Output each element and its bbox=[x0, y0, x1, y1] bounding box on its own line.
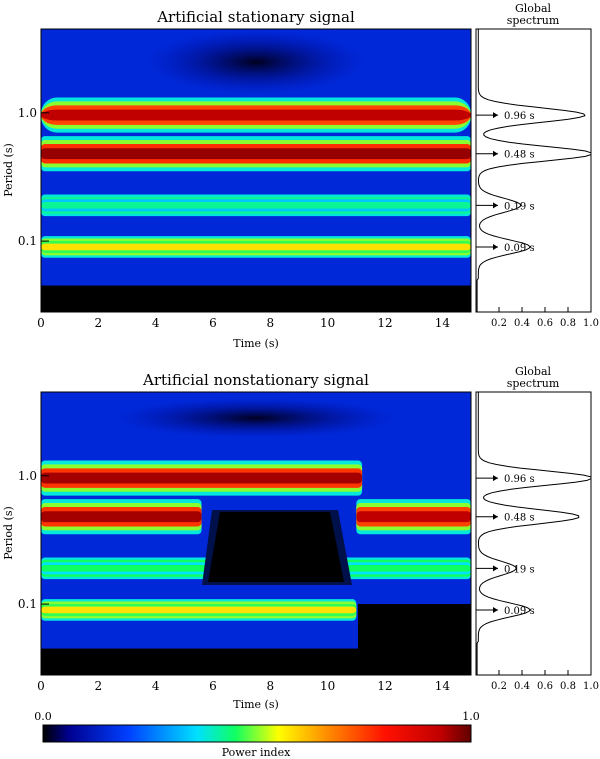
spectrum-top-xticks: 0.2 0.4 0.6 0.8 1.0 bbox=[491, 307, 599, 329]
band-0.48s-1 bbox=[41, 499, 202, 535]
x-tick-label: 1.0 bbox=[583, 681, 599, 692]
y-tick-label: 0.1 bbox=[18, 234, 37, 248]
spectrum-bottom-xticks: 0.2 0.4 0.6 0.8 1.0 bbox=[491, 670, 599, 692]
heatmap-top-frame bbox=[40, 28, 472, 313]
heatmap-bottom-title: Artificial nonstationary signal bbox=[142, 371, 369, 389]
band-0.48s-2 bbox=[356, 499, 471, 535]
x-tick-label: 10 bbox=[320, 679, 335, 693]
x-tick-label: 8 bbox=[267, 679, 275, 693]
peak-label: 0.19 s bbox=[504, 564, 535, 575]
heatmap-bottom-ylabel: Period (s) bbox=[2, 506, 15, 560]
spectrum-bottom-peaks: 0.96 s 0.48 s 0.19 s 0.09 s bbox=[476, 474, 535, 617]
peak-marker: 0.19 s bbox=[476, 201, 535, 212]
spectrum-top: Global spectrum 0.96 s 0.48 s 0.19 s 0.09 s… bbox=[475, 2, 599, 329]
x-tick-label: 14 bbox=[435, 316, 451, 330]
heatmap-top-title: Artificial stationary signal bbox=[156, 8, 355, 26]
spectrum-top-frame bbox=[475, 28, 592, 313]
peak-label: 0.48 s bbox=[504, 513, 535, 524]
heatmap-bottom-dark-region bbox=[202, 510, 471, 675]
spectrum-top-title-line2: spectrum bbox=[507, 14, 560, 27]
x-tick-label: 4 bbox=[152, 316, 160, 330]
x-tick-label: 12 bbox=[377, 316, 392, 330]
y-tick-label: 1.0 bbox=[18, 106, 37, 120]
x-tick-label: 0.8 bbox=[560, 681, 576, 692]
x-tick-label: 4 bbox=[152, 679, 160, 693]
spectrum-bottom-title-line2: spectrum bbox=[507, 377, 560, 390]
colorbar-min-label: 0.0 bbox=[34, 710, 52, 723]
spectrum-top-peaks: 0.96 s 0.48 s 0.19 s 0.09 s bbox=[476, 111, 535, 254]
x-tick-label: 0.6 bbox=[537, 681, 553, 692]
x-tick-label: 14 bbox=[435, 679, 451, 693]
colorbar: 0.0 1.0 Power index bbox=[34, 710, 480, 759]
peak-marker: 0.48 s bbox=[476, 150, 535, 161]
peak-label: 0.19 s bbox=[504, 201, 535, 212]
heatmap-bottom-xticks: 0 2 4 6 8 10 12 14 bbox=[37, 669, 450, 693]
colorbar-label: Power index bbox=[222, 746, 291, 759]
peak-label: 0.09 s bbox=[504, 606, 535, 617]
spectrum-bottom-frame bbox=[475, 391, 592, 676]
x-tick-label: 6 bbox=[209, 316, 217, 330]
heatmap-top: Artificial stationary signal Time (s) Pe… bbox=[2, 8, 472, 350]
x-tick-label: 0.8 bbox=[560, 318, 576, 329]
band-0.48s-1 bbox=[41, 136, 471, 172]
x-tick-label: 0.2 bbox=[491, 681, 507, 692]
band-0.96s-0 bbox=[41, 460, 363, 496]
x-tick-label: 0.4 bbox=[514, 681, 530, 692]
peak-label: 0.96 s bbox=[504, 474, 535, 485]
heatmap-top-xticks: 0 2 4 6 8 10 12 14 bbox=[37, 306, 450, 330]
spectrum-bottom-curve bbox=[476, 392, 592, 675]
peak-marker: 0.96 s bbox=[476, 474, 535, 485]
peak-marker: 0.96 s bbox=[476, 111, 535, 122]
peak-marker: 0.09 s bbox=[476, 243, 535, 254]
heatmap-top-dark-arc bbox=[146, 30, 366, 94]
heatmap-bottom-dark-arc bbox=[116, 398, 396, 438]
x-tick-label: 2 bbox=[95, 679, 103, 693]
heatmap-bottom-frame bbox=[40, 391, 472, 676]
band-0.96s-0 bbox=[41, 97, 471, 133]
colorbar-max-label: 1.0 bbox=[462, 710, 480, 723]
heatmap-bottom: Artificial nonstationary signal Time (s)… bbox=[2, 371, 472, 711]
spectrum-top-curve bbox=[476, 29, 592, 312]
heatmap-top-yticks: 0.1 1.0 bbox=[18, 106, 49, 248]
x-tick-label: 12 bbox=[377, 679, 392, 693]
noise-band bbox=[41, 285, 471, 312]
x-tick-label: 6 bbox=[209, 679, 217, 693]
peak-label: 0.96 s bbox=[504, 111, 535, 122]
band-0.19s-2 bbox=[41, 194, 471, 217]
peak-label: 0.48 s bbox=[504, 150, 535, 161]
heatmap-bottom-xlabel: Time (s) bbox=[233, 698, 279, 711]
spectrum-top-title-line1: Global bbox=[515, 2, 552, 15]
x-tick-label: 10 bbox=[320, 316, 335, 330]
heatmap-top-ylabel: Period (s) bbox=[2, 143, 15, 197]
x-tick-label: 0.6 bbox=[537, 318, 553, 329]
spectrum-bottom: Global spectrum 0.96 s 0.48 s 0.19 s 0.09 s… bbox=[475, 365, 599, 692]
x-tick-label: 1.0 bbox=[583, 318, 599, 329]
y-tick-label: 1.0 bbox=[18, 469, 37, 483]
peak-marker: 0.19 s bbox=[476, 564, 535, 575]
x-tick-label: 0.2 bbox=[491, 318, 507, 329]
x-tick-label: 0 bbox=[37, 316, 45, 330]
heatmap-bottom-yticks: 0.1 1.0 bbox=[18, 469, 49, 611]
heatmap-top-xlabel: Time (s) bbox=[233, 337, 279, 350]
x-tick-label: 2 bbox=[95, 316, 103, 330]
peak-marker: 0.09 s bbox=[476, 606, 535, 617]
peak-label: 0.09 s bbox=[504, 243, 535, 254]
spectrum-bottom-title-line1: Global bbox=[515, 365, 552, 378]
band-0.09s-3 bbox=[41, 236, 471, 258]
x-tick-label: 0.4 bbox=[514, 318, 530, 329]
x-tick-label: 0 bbox=[37, 679, 45, 693]
band-0.09s-4 bbox=[41, 599, 357, 621]
colorbar-gradient bbox=[42, 724, 472, 743]
heatmap-top-bands bbox=[41, 97, 471, 312]
y-tick-label: 0.1 bbox=[18, 597, 37, 611]
peak-marker: 0.48 s bbox=[476, 513, 535, 524]
x-tick-label: 8 bbox=[267, 316, 275, 330]
